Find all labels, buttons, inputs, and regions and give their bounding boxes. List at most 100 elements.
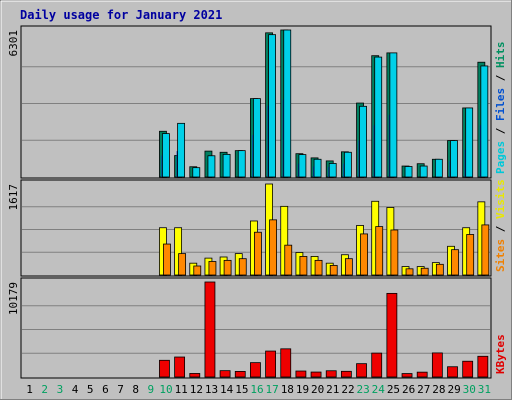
bar-kbytes-day-10: [159, 359, 170, 378]
bar-pages-day-20: [313, 158, 322, 178]
bar-pages-day-19: [298, 154, 307, 178]
bar-pages-day-17: [268, 34, 276, 178]
bar-sites-day-12: [193, 265, 202, 276]
x-tick-day-9: 9: [148, 383, 155, 396]
x-tick-day-31: 31: [478, 383, 491, 396]
bar-pages-day-24: [374, 56, 383, 178]
x-tick-day-11: 11: [175, 383, 188, 396]
panel-kbytes-max-label: 10179: [7, 282, 20, 315]
x-tick-day-19: 19: [296, 383, 309, 396]
panel-visits-ylabel: Sites / Visits: [494, 179, 507, 272]
bar-sites-day-23: [360, 233, 368, 276]
bar-sites-day-17: [269, 219, 277, 276]
x-tick-day-16: 16: [250, 383, 263, 396]
x-tick-day-21: 21: [326, 383, 339, 396]
bar-pages-day-28: [434, 158, 443, 178]
bar-sites-day-13: [208, 261, 217, 276]
x-tick-day-4: 4: [72, 383, 79, 396]
bar-pages-day-25: [389, 52, 398, 178]
bar-kbytes-day-20: [310, 371, 322, 378]
bar-sites-day-14: [223, 259, 232, 276]
panel-hits-max-label: 6301: [7, 30, 20, 57]
x-axis: 1 2 3 4 5 6 7 8 9 10 11 12 13 14 15 16 17 18 19 20 21 22 23 24 2…: [26, 383, 491, 396]
bar-kbytes-day-13: [204, 281, 216, 378]
bar-kbytes-day-26: [401, 373, 413, 378]
bar-pages-day-27: [419, 165, 428, 178]
bar-sites-day-31: [481, 224, 490, 276]
bar-sites-day-30: [466, 234, 475, 276]
x-tick-day-26: 26: [402, 383, 415, 396]
bar-sites-day-22: [344, 258, 353, 276]
bar-kbytes-day-25: [386, 292, 398, 378]
bar-kbytes-day-12: [189, 373, 201, 378]
bar-kbytes-day-30: [462, 360, 474, 378]
bar-pages-day-15: [237, 150, 246, 178]
bar-pages-day-18: [283, 29, 292, 178]
panel-visits-ylabel-part: /: [494, 219, 507, 239]
bar-kbytes-day-15: [234, 371, 246, 378]
x-tick-day-12: 12: [190, 383, 203, 396]
x-tick-day-15: 15: [235, 383, 248, 396]
panel-hits-ylabel-part: /: [494, 68, 507, 88]
panel-hits-ylabel-part: /: [494, 121, 507, 141]
x-tick-day-17: 17: [266, 383, 279, 396]
bar-pages-day-16: [253, 98, 261, 178]
bar-kbytes-day-18: [280, 348, 292, 378]
bar-sites-day-19: [299, 256, 308, 276]
bar-sites-day-18: [284, 244, 293, 276]
chart-panels: 6301 Pages / Files / Hits 1617 Sites / Visi…: [7, 25, 507, 379]
bar-pages-day-10: [162, 133, 170, 178]
bar-kbytes-day-24: [371, 352, 383, 378]
x-tick-day-3: 3: [57, 383, 64, 396]
x-tick-day-18: 18: [281, 383, 294, 396]
bar-kbytes-day-14: [219, 370, 231, 378]
bar-kbytes-day-11: [174, 356, 186, 378]
bar-sites-day-26: [405, 268, 414, 276]
bar-kbytes-day-31: [477, 355, 489, 378]
panel-hits: 6301 Pages / Files / Hits: [7, 25, 507, 179]
bar-sites-day-27: [420, 267, 429, 276]
x-tick-day-27: 27: [417, 383, 430, 396]
bar-kbytes-day-28: [431, 352, 443, 378]
panel-visits-max-label: 1617: [7, 184, 20, 211]
bar-kbytes-day-29: [447, 366, 458, 378]
x-tick-day-22: 22: [341, 383, 354, 396]
bar-sites-day-24: [375, 226, 384, 276]
bar-sites-day-11: [178, 253, 187, 276]
x-tick-day-2: 2: [41, 383, 48, 396]
bar-visits-day-11: [174, 227, 183, 276]
panel-kbytes: 10179 KBytes: [7, 277, 507, 379]
panel-hits-ylabel: Pages / Files / Hits: [494, 42, 507, 175]
x-tick-day-23: 23: [357, 383, 370, 396]
bar-pages-day-14: [222, 153, 231, 178]
x-tick-day-7: 7: [117, 383, 124, 396]
x-tick-day-30: 30: [463, 383, 476, 396]
bar-kbytes-day-17: [265, 350, 276, 378]
bar-kbytes-day-21: [325, 370, 337, 378]
bar-pages-day-31: [480, 65, 489, 178]
bar-kbytes-day-19: [295, 370, 307, 378]
bar-kbytes-day-27: [416, 371, 428, 378]
panel-hits-ylabel-part: Files: [494, 88, 507, 121]
panel-kbytes-plot-area: [20, 277, 492, 379]
panel-hits-ylabel-part: Hits: [494, 42, 507, 69]
x-tick-day-14: 14: [220, 383, 234, 396]
bar-pages-day-29: [450, 140, 458, 178]
panel-kbytes-ylabel: KBytes: [494, 334, 507, 374]
x-tick-day-28: 28: [432, 383, 445, 396]
panel-visits-ylabel-part: Sites: [494, 239, 507, 272]
bar-kbytes-day-23: [356, 363, 367, 378]
bar-visits-day-18: [280, 205, 289, 276]
bar-sites-day-21: [329, 265, 338, 276]
bar-pages-day-13: [207, 155, 216, 178]
bar-pages-day-23: [359, 105, 367, 178]
x-tick-day-13: 13: [205, 383, 218, 396]
panel-kbytes-ylabel-part: KBytes: [494, 334, 507, 374]
x-tick-day-20: 20: [311, 383, 324, 396]
bar-pages-day-22: [343, 151, 352, 178]
bar-pages-day-21: [328, 163, 337, 178]
bar-sites-day-20: [314, 259, 323, 276]
panel-visits-ylabel-part: Visits: [494, 179, 507, 219]
